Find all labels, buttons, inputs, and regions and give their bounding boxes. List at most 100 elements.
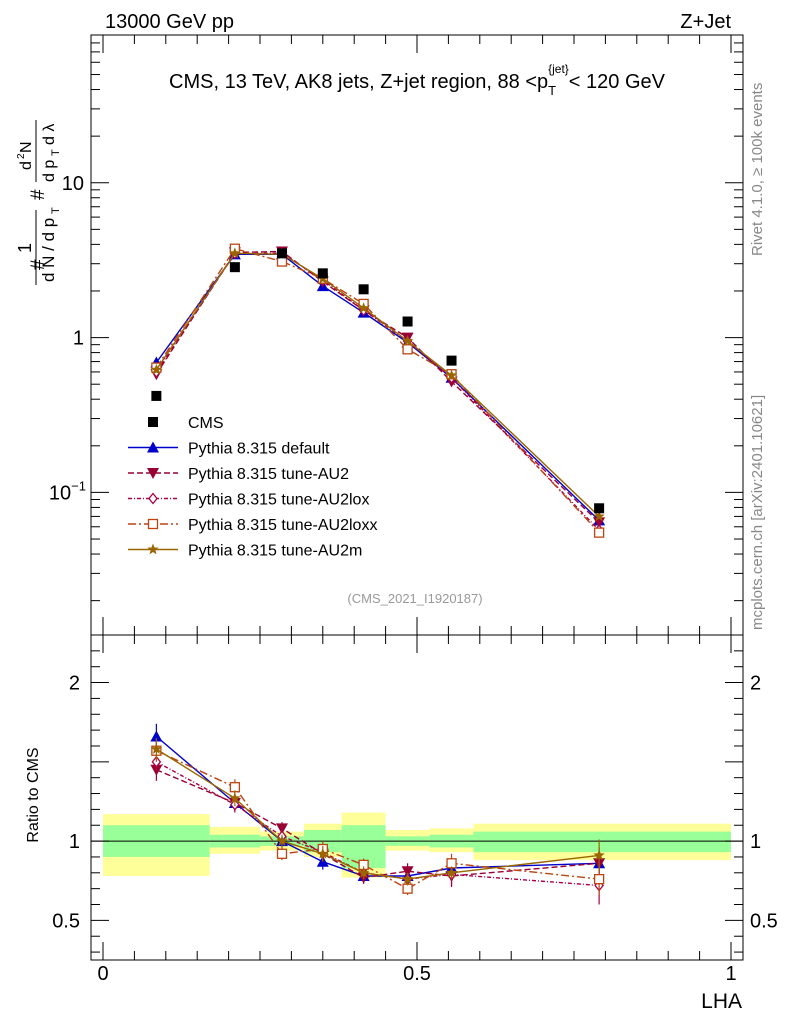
series-point bbox=[593, 527, 605, 538]
ratio-y-tick-label-right: 1 bbox=[750, 831, 761, 853]
legend-marker bbox=[147, 543, 159, 555]
ratio-y-tick-label: 0.5 bbox=[52, 910, 80, 932]
cms-data-point bbox=[358, 284, 369, 295]
ratio-point bbox=[357, 866, 370, 878]
cms-data-point bbox=[446, 355, 457, 366]
svg-text:T: T bbox=[50, 149, 62, 156]
ratio-point bbox=[229, 782, 241, 793]
series-point bbox=[402, 344, 413, 355]
ratio-line bbox=[156, 750, 600, 890]
ratio-series-layer bbox=[150, 723, 606, 905]
ratio-point bbox=[593, 849, 605, 861]
legend: CMS Pythia 8.315 default Pythia 8.315 tune… bbox=[128, 415, 377, 560]
cms-data-layer bbox=[151, 248, 605, 514]
legend-label: Pythia 8.315 default bbox=[188, 441, 330, 458]
y-tick-label: 10−1 bbox=[49, 478, 86, 504]
svg-text:d λ: d λ bbox=[41, 124, 58, 145]
series-point bbox=[357, 302, 370, 313]
ratio-point bbox=[276, 848, 288, 859]
cms-data-point bbox=[594, 503, 605, 514]
ratio-point bbox=[229, 792, 241, 804]
series-line bbox=[155, 252, 600, 517]
ratio-panel: 0.5 0.5 1 1 2 2 0 0.5 1 Ratio to CMS LHA bbox=[25, 634, 778, 1013]
legend-label: Pythia 8.315 tune-AU2lox bbox=[188, 492, 369, 509]
legend-marker bbox=[147, 518, 159, 530]
svg-text:#: # bbox=[28, 259, 49, 270]
ratio-point bbox=[401, 873, 414, 884]
x-axis-label: LHA bbox=[701, 990, 742, 1013]
ratio-line bbox=[155, 735, 600, 877]
series-point bbox=[593, 510, 605, 522]
main-y-tick-labels: 10−1 1 10 bbox=[49, 173, 86, 505]
legend-marker bbox=[148, 492, 158, 505]
legend-label: Pythia 8.315 tune-AU2 bbox=[188, 466, 349, 483]
svg-text:#: # bbox=[28, 189, 49, 200]
x-tick-label: 1 bbox=[725, 963, 736, 985]
svg-text:d p: d p bbox=[41, 160, 58, 182]
ratio-y-tick-label: 1 bbox=[69, 831, 80, 853]
rivet-label: Rivet 4.1.0, ≥ 100k events bbox=[749, 83, 766, 256]
cms-data-point bbox=[276, 248, 287, 259]
main-y-axis-label: # 1 d N / d p T # d 2N d p Td λ bbox=[15, 120, 62, 285]
ratio-point bbox=[401, 866, 414, 878]
legend-item: Pythia 8.315 tune-AU2lox bbox=[128, 492, 369, 509]
legend-item: Pythia 8.315 default bbox=[128, 441, 330, 458]
uncertainty-bands bbox=[103, 812, 731, 878]
cms-data-point bbox=[317, 268, 328, 279]
series-point bbox=[445, 369, 458, 381]
ratio-point bbox=[150, 743, 163, 754]
ratio-point bbox=[150, 730, 163, 742]
ratio-point bbox=[276, 835, 288, 846]
ratio-point bbox=[275, 823, 288, 835]
ratio-tick-labels: 0.5 0.5 1 1 2 2 0 0.5 1 bbox=[52, 673, 778, 985]
svg-text:2: 2 bbox=[16, 153, 27, 159]
ratio-y-tick-label-right: 0.5 bbox=[750, 910, 778, 932]
ratio-y-tick-label-right: 2 bbox=[750, 673, 761, 695]
ratio-ticks bbox=[91, 634, 743, 960]
main-panel: 10−1 1 10 CMS, 13 TeV, AK8 jets, Z+jet reg… bbox=[15, 34, 744, 636]
legend-label: Pythia 8.315 tune-AU2loxx bbox=[188, 517, 377, 534]
series-line bbox=[155, 247, 600, 534]
y-tick-label: 1 bbox=[73, 328, 84, 350]
legend-marker bbox=[147, 441, 159, 453]
legend-label: CMS bbox=[188, 415, 224, 432]
ratio-point bbox=[317, 847, 329, 859]
analysis-watermark: (CMS_2021_I1920187) bbox=[347, 591, 482, 606]
main-ticks bbox=[91, 34, 743, 635]
x-tick-label: 0.5 bbox=[403, 963, 431, 985]
series-point bbox=[150, 363, 163, 375]
legend-item: Pythia 8.315 tune-AU2m bbox=[128, 543, 362, 560]
mcplots-label: mcplots.cern.ch [arXiv:2401.10621] bbox=[749, 395, 766, 630]
svg-text:d: d bbox=[18, 161, 35, 170]
ratio-line bbox=[156, 761, 600, 887]
legend-label: Pythia 8.315 tune-AU2m bbox=[188, 543, 362, 560]
header-right: Z+Jet bbox=[680, 11, 731, 33]
ratio-point bbox=[402, 883, 413, 894]
svg-text:1: 1 bbox=[15, 243, 35, 253]
series-point bbox=[401, 335, 414, 346]
cms-data-point bbox=[151, 390, 162, 401]
ratio-line bbox=[156, 748, 600, 880]
legend-marker bbox=[148, 417, 158, 427]
chart-title: CMS, 13 TeV, AK8 jets, Z+jet region, 88 … bbox=[169, 62, 666, 98]
ratio-y-tick-label: 2 bbox=[69, 673, 80, 695]
series-point bbox=[229, 247, 241, 259]
cms-data-point bbox=[402, 316, 413, 327]
band-inner bbox=[473, 831, 731, 853]
series-line bbox=[155, 252, 600, 531]
legend-item: CMS bbox=[148, 415, 224, 432]
ratio-point bbox=[446, 858, 457, 869]
legend-item: Pythia 8.315 tune-AU2 bbox=[128, 466, 349, 483]
legend-item: Pythia 8.315 tune-AU2loxx bbox=[128, 517, 377, 534]
svg-text:d N / d p: d N / d p bbox=[39, 218, 58, 282]
x-tick-label: 0 bbox=[97, 963, 108, 985]
ratio-point bbox=[593, 873, 605, 885]
header-left: 13000 GeV pp bbox=[105, 11, 234, 33]
ratio-point bbox=[445, 866, 458, 878]
svg-text:T: T bbox=[50, 207, 62, 214]
series-line bbox=[155, 250, 600, 523]
legend-marker bbox=[147, 468, 159, 479]
ratio-frame bbox=[90, 634, 744, 961]
svg-text:N: N bbox=[18, 141, 35, 153]
